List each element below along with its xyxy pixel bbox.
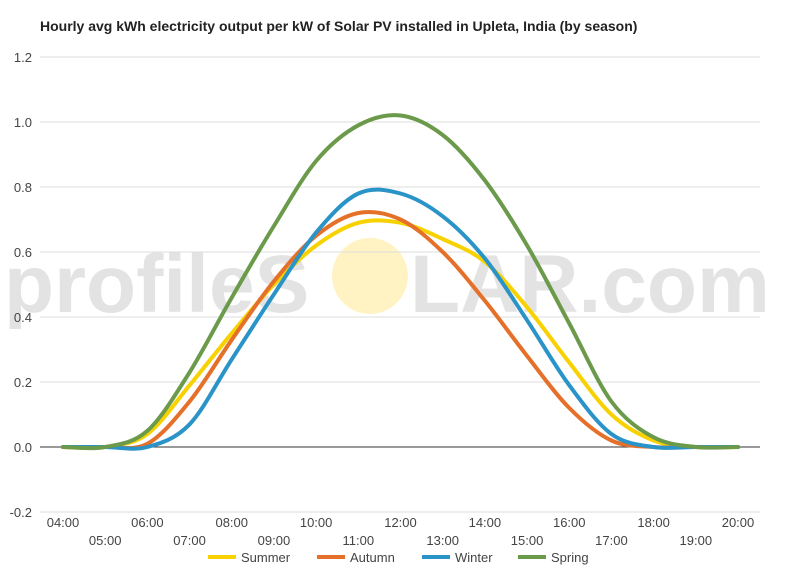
watermark-text-left: profileS	[4, 239, 309, 330]
y-tick-label: 0.2	[14, 375, 32, 390]
legend-label: Summer	[241, 550, 291, 565]
x-tick-label: 14:00	[469, 515, 502, 530]
y-tick-label: 0.6	[14, 245, 32, 260]
x-tick-label: 16:00	[553, 515, 586, 530]
y-tick-label: 1.2	[14, 50, 32, 65]
legend-item-spring: Spring	[518, 550, 589, 565]
series-line-summer	[61, 218, 740, 450]
x-tick-label: 19:00	[680, 533, 713, 548]
legend-label: Winter	[455, 550, 493, 565]
series-lines	[61, 113, 740, 451]
y-tick-label: 1.0	[14, 115, 32, 130]
watermark-text-right: LAR.com	[410, 239, 770, 330]
legend-item-summer: Summer	[208, 550, 291, 565]
x-tick-label: 20:00	[722, 515, 755, 530]
legend-label: Spring	[551, 550, 589, 565]
legend-label: Autumn	[350, 550, 395, 565]
x-tick-label: 06:00	[131, 515, 164, 530]
legend-item-winter: Winter	[422, 550, 493, 565]
series-line-winter	[61, 187, 740, 451]
y-axis-tick-labels: -0.2 0.0 0.2 0.4 0.6 0.8 1.0 1.2	[10, 50, 32, 520]
x-tick-label: 18:00	[637, 515, 670, 530]
x-tick-label: 12:00	[384, 515, 417, 530]
y-tick-label: 0.8	[14, 180, 32, 195]
x-tick-label: 05:00	[89, 533, 122, 548]
series-line-spring	[61, 113, 740, 451]
legend-item-autumn: Autumn	[317, 550, 395, 565]
watermark-sun-icon	[332, 238, 408, 314]
x-axis-tick-labels: 04:00 05:00 06:00 07:00 08:00 09:00 10:00 11:00…	[47, 515, 755, 548]
x-tick-label: 13:00	[426, 533, 459, 548]
legend: Summer Autumn Winter Spring	[208, 550, 589, 565]
x-tick-label: 09:00	[258, 533, 291, 548]
x-tick-label: 04:00	[47, 515, 80, 530]
x-tick-label: 08:00	[215, 515, 248, 530]
x-tick-label: 10:00	[300, 515, 333, 530]
series-line-autumn	[61, 209, 740, 451]
x-tick-label: 11:00	[343, 533, 375, 548]
x-tick-label: 07:00	[173, 533, 206, 548]
y-tick-label: 0.4	[14, 310, 32, 325]
chart-title: Hourly avg kWh electricity output per kW…	[40, 18, 638, 34]
y-tick-label: 0.0	[14, 440, 32, 455]
x-tick-label: 15:00	[511, 533, 544, 548]
x-tick-label: 17:00	[595, 533, 628, 548]
y-tick-label: -0.2	[10, 505, 32, 520]
